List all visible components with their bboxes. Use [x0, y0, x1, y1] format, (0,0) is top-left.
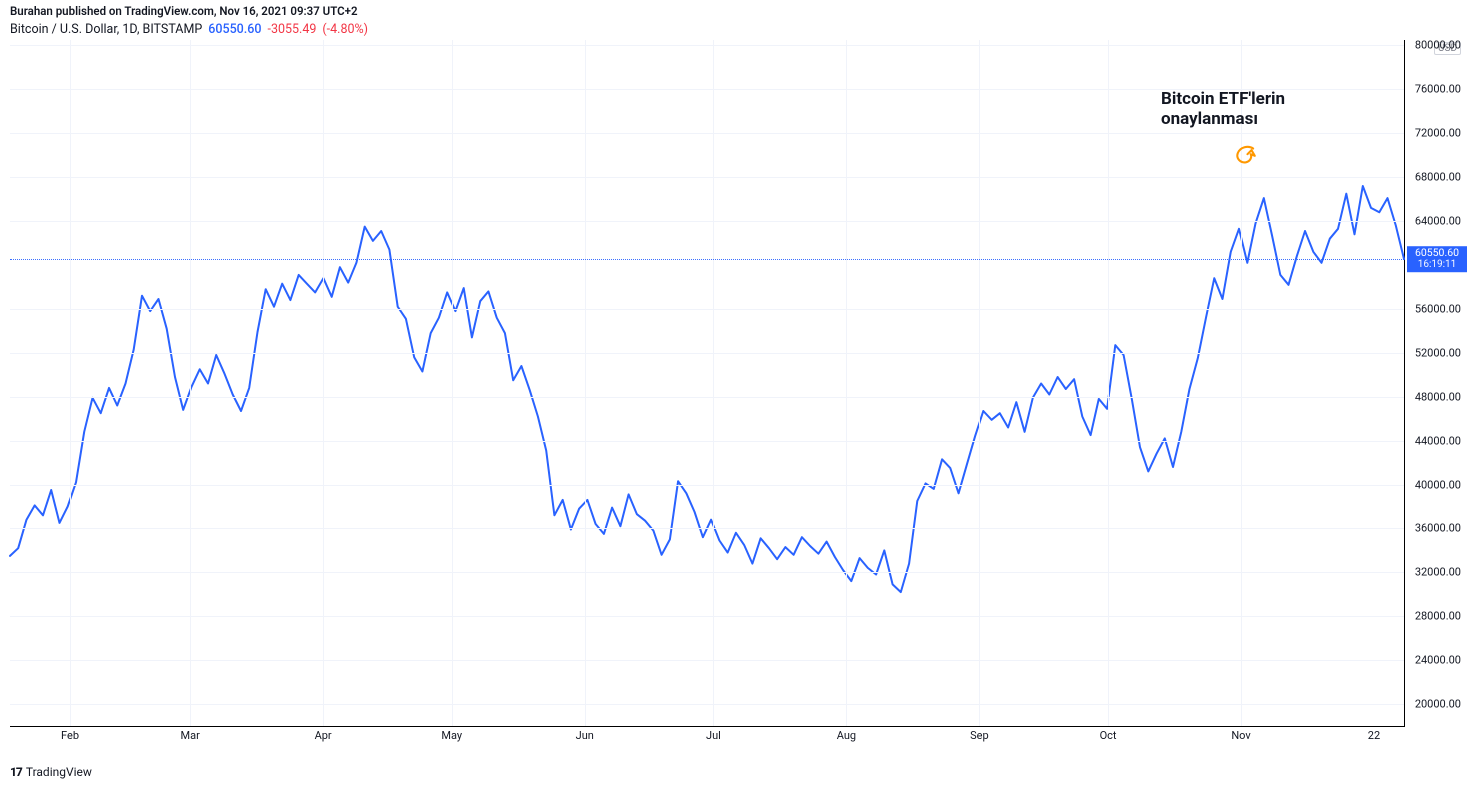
x-tick-label: 22 — [1368, 729, 1380, 742]
last-price: 60550.60 — [208, 22, 261, 37]
current-price-value: 60550.60 — [1407, 247, 1467, 259]
y-tick-label: 48000.00 — [1415, 390, 1461, 403]
gridline-horizontal — [10, 309, 1404, 310]
y-tick-label: 20000.00 — [1415, 698, 1461, 711]
x-tick-label: Apr — [315, 729, 332, 742]
gridline-vertical — [846, 40, 847, 726]
gridline-horizontal — [10, 485, 1404, 486]
publish-info: Burahan published on TradingView.com, No… — [0, 0, 1467, 20]
annotation-text: Bitcoin ETF'lerin onaylanması — [1161, 90, 1285, 129]
gridline-vertical — [452, 40, 453, 726]
x-tick-label: Jul — [706, 729, 721, 742]
tradingview-brand-text: TradingView — [26, 765, 92, 779]
footer-branding[interactable]: 17 TradingView — [10, 765, 92, 779]
gridline-vertical — [70, 40, 71, 726]
gridline-horizontal — [10, 572, 1404, 573]
x-tick-label: Nov — [1231, 729, 1250, 742]
y-tick-label: 76000.00 — [1415, 83, 1461, 96]
tradingview-logo-icon: 17 — [10, 765, 22, 779]
y-tick-label: 64000.00 — [1415, 215, 1461, 228]
y-tick-label: 24000.00 — [1415, 654, 1461, 667]
change-percent: (-4.80%) — [322, 22, 368, 37]
y-tick-label: 44000.00 — [1415, 434, 1461, 447]
gridline-horizontal — [10, 221, 1404, 222]
gridline-horizontal — [10, 441, 1404, 442]
gridline-vertical — [713, 40, 714, 726]
y-tick-label: 36000.00 — [1415, 522, 1461, 535]
chart-container[interactable]: Bitcoin ETF'lerin onaylanması USD 20000.… — [10, 40, 1467, 749]
gridline-horizontal — [10, 133, 1404, 134]
current-price-line — [10, 259, 1404, 260]
y-tick-label: 40000.00 — [1415, 478, 1461, 491]
symbol-description[interactable]: Bitcoin / U.S. Dollar, 1D, BITSTAMP — [10, 22, 202, 37]
x-tick-label: Mar — [180, 729, 199, 742]
price-series-line — [10, 186, 1404, 592]
y-tick-label: 68000.00 — [1415, 171, 1461, 184]
x-tick-label: Oct — [1100, 729, 1117, 742]
gridline-horizontal — [10, 45, 1404, 46]
x-tick-label: Feb — [61, 729, 79, 742]
gridline-vertical — [585, 40, 586, 726]
gridline-horizontal — [10, 177, 1404, 178]
gridline-vertical — [190, 40, 191, 726]
y-tick-label: 72000.00 — [1415, 127, 1461, 140]
x-axis[interactable]: Feb Mar Apr May Jun Jul Aug Sep Oct Nov 22 — [10, 727, 1405, 749]
chart-header: Bitcoin / U.S. Dollar, 1D, BITSTAMP 6055… — [0, 20, 1467, 41]
gridline-horizontal — [10, 353, 1404, 354]
gridline-horizontal — [10, 528, 1404, 529]
y-tick-label: 56000.00 — [1415, 302, 1461, 315]
y-axis[interactable]: USD 20000.0024000.0028000.0032000.003600… — [1405, 40, 1467, 727]
bar-countdown: 16:19:11 — [1407, 259, 1467, 271]
current-price-badge: 60550.6016:19:11 — [1407, 246, 1467, 272]
gridline-vertical — [323, 40, 324, 726]
price-line-chart — [10, 40, 1404, 726]
gridline-horizontal — [10, 616, 1404, 617]
y-tick-label: 32000.00 — [1415, 566, 1461, 579]
gridline-vertical — [1108, 40, 1109, 726]
x-tick-label: Jun — [576, 729, 594, 742]
y-tick-label: 52000.00 — [1415, 346, 1461, 359]
x-tick-label: Sep — [970, 729, 989, 742]
y-tick-label: 80000.00 — [1415, 39, 1461, 52]
x-tick-label: Aug — [837, 729, 856, 742]
x-tick-label: May — [441, 729, 462, 742]
publish-text: Burahan published on TradingView.com, No… — [10, 4, 358, 18]
gridline-horizontal — [10, 397, 1404, 398]
y-tick-label: 28000.00 — [1415, 610, 1461, 623]
gridline-vertical — [979, 40, 980, 726]
change-absolute: -3055.49 — [267, 22, 316, 37]
gridline-horizontal — [10, 660, 1404, 661]
chart-plot-area[interactable]: Bitcoin ETF'lerin onaylanması — [10, 40, 1405, 727]
gridline-horizontal — [10, 704, 1404, 705]
annotation-arrow-icon — [1232, 142, 1258, 168]
